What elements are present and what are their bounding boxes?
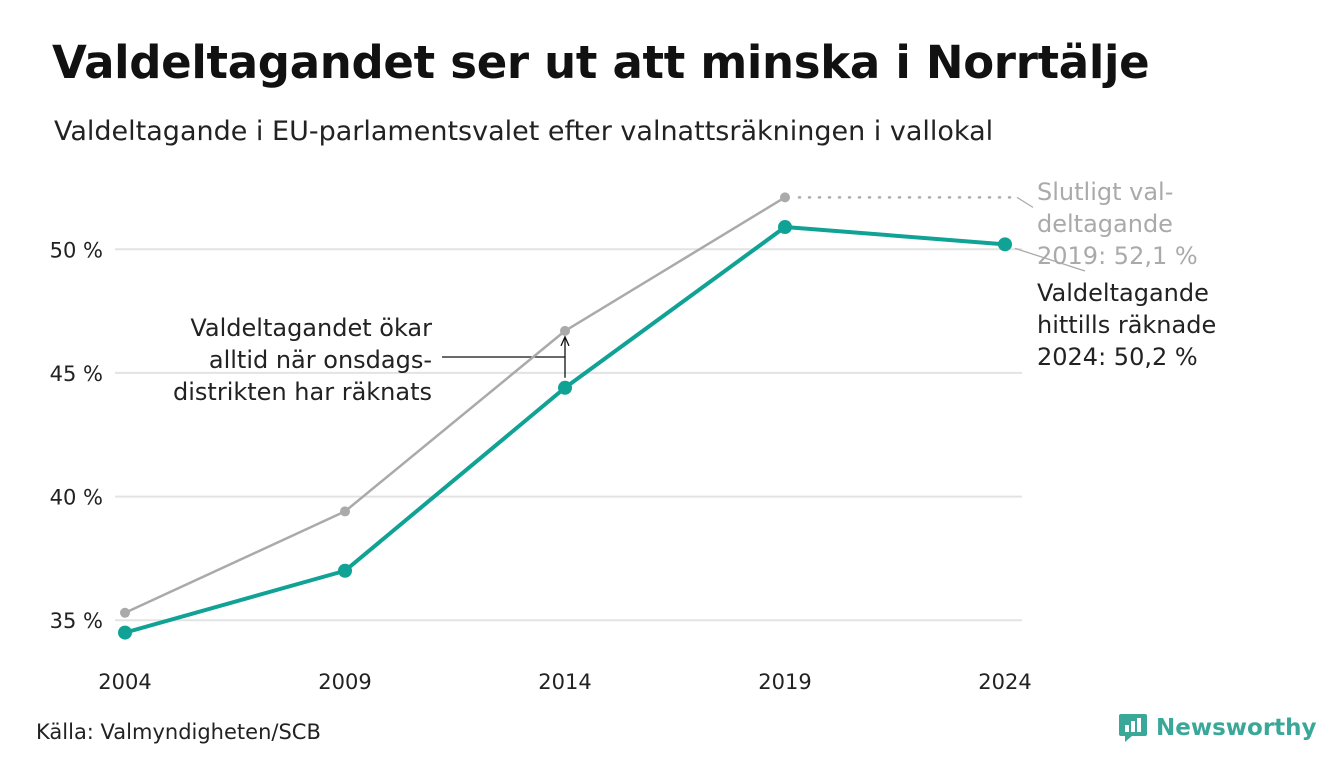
final-turnout-point <box>120 607 130 618</box>
annotation-arrowhead <box>560 335 570 347</box>
final-turnout-point <box>340 506 350 517</box>
x-tick-label: 2009 <box>318 670 371 694</box>
current-turnout-point <box>338 563 352 578</box>
annotation-middle: Valdeltagandet ökar alltid när onsdags-di… <box>173 314 432 406</box>
brand-name: Newsworthy <box>1156 715 1317 741</box>
annotation-final: Slutligt val-deltagande 2019: 52,1 % <box>1037 178 1198 270</box>
x-axis-ticks: 2004 2009 2014 2019 2024 <box>98 670 1031 694</box>
series-lines <box>118 192 1012 640</box>
x-tick-label: 2004 <box>98 670 151 694</box>
x-tick-label: 2024 <box>978 670 1031 694</box>
chart-subtitle: Valdeltagande i EU-parlamentsvalet efter… <box>54 116 994 147</box>
current-turnout-point <box>118 625 132 640</box>
y-tick-label: 40 % <box>50 486 103 510</box>
x-tick-label: 2014 <box>538 670 591 694</box>
source-note: Källa: Valmyndigheten/SCB <box>36 720 321 744</box>
annotations: Valdeltagandet ökar alltid när onsdags-di… <box>173 178 1216 406</box>
current-turnout-line <box>123 225 1007 635</box>
annotation-current: Valdeltagande hittills räknade 2024: 50,2 … <box>1037 279 1216 371</box>
annotation-current-connector <box>1014 247 1086 272</box>
newsworthy-logo-icon <box>1119 714 1147 742</box>
y-tick-label: 45 % <box>50 362 103 386</box>
y-axis-ticks: 35 % 40 % 45 % 50 % <box>50 238 103 633</box>
current-turnout-point <box>778 220 792 235</box>
y-tick-label: 35 % <box>50 609 103 633</box>
final-turnout-line <box>123 196 787 615</box>
line-chart: 35 % 40 % 45 % 50 % 2004 2009 2014 2019 2024 Va… <box>50 178 1217 694</box>
current-turnout-point <box>998 237 1012 252</box>
final-turnout-point <box>780 192 790 203</box>
annotation-final-connector <box>1016 196 1034 208</box>
x-tick-label: 2019 <box>758 670 811 694</box>
current-turnout-point <box>558 380 572 395</box>
y-tick-label: 50 % <box>50 238 103 262</box>
chart-title: Valdeltagandet ser ut att minska i Norrt… <box>52 36 1150 89</box>
grid-lines <box>115 248 1022 622</box>
brand-logo: Newsworthy <box>1118 712 1317 744</box>
final-turnout-point <box>560 325 570 336</box>
